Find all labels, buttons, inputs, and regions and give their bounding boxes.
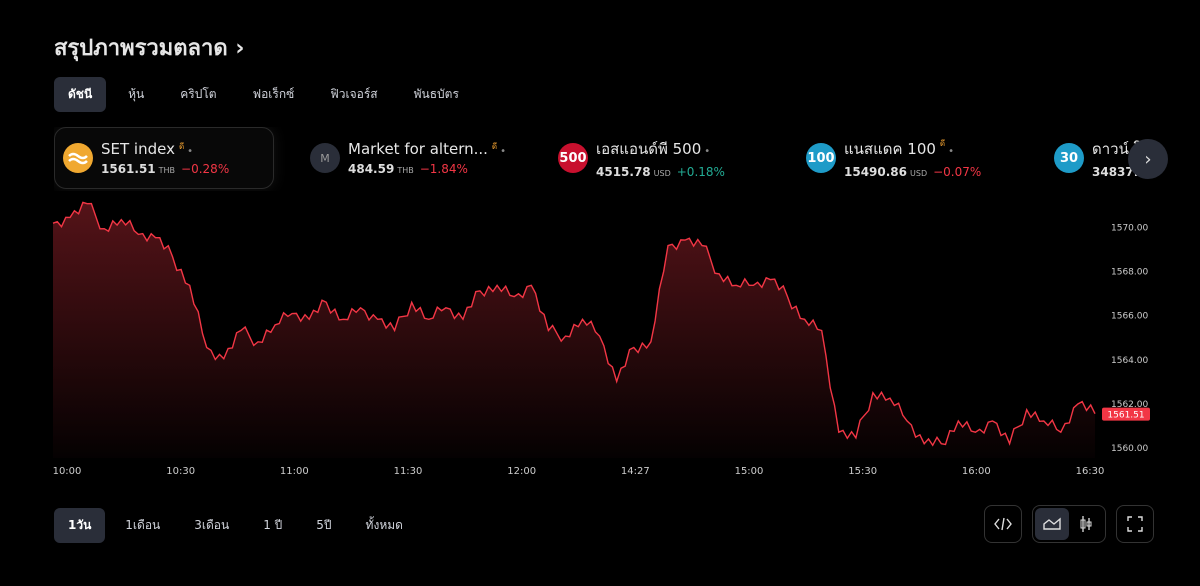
last-price-tag	[1102, 407, 1150, 421]
y-tick-label: 1570.00	[1111, 223, 1148, 233]
tab-5[interactable]: พันธบัตร	[413, 87, 459, 101]
delayed-badge: ดี	[491, 142, 498, 151]
index-card[interactable]: 100 แนสแดค 100 ดี• 15490.86 USD −0.07%	[798, 127, 1046, 189]
y-tick-label: 1560.00	[1111, 444, 1148, 454]
range-0[interactable]: 1วัน	[54, 508, 106, 543]
range-1[interactable]: 1เดือน	[125, 518, 161, 532]
range-5[interactable]: ทั้งหมด	[365, 518, 403, 532]
price-line	[52, 201, 1096, 447]
status-dot-icon: •	[500, 146, 507, 157]
fullscreen-button[interactable]	[1116, 505, 1154, 543]
change-percent: +0.18%	[676, 165, 725, 179]
change-percent: −0.28%	[181, 162, 230, 176]
index-card[interactable]: 500 เอสแอนด์พี 500 • 4515.78 USD +0.18%	[550, 127, 798, 189]
tab-2[interactable]: คริปโต	[180, 87, 217, 101]
change-percent: −0.07%	[933, 165, 982, 179]
delayed-badge: ดี	[939, 139, 946, 148]
x-tick-label: 15:00	[735, 466, 764, 477]
x-tick-label: 16:00	[962, 466, 991, 477]
range-3[interactable]: 1 ปี	[263, 518, 283, 532]
y-tick-label: 1568.00	[1111, 268, 1148, 278]
embed-button[interactable]	[984, 505, 1022, 543]
delayed-badge: ดี	[178, 142, 185, 151]
range-2[interactable]: 3เดือน	[194, 518, 230, 532]
index-logo: 30	[1054, 143, 1084, 173]
category-tabs: ดัชนี หุ้น คริปโต ฟอเร็กซ์ ฟิวเจอร์ส พันธบัตร	[54, 77, 481, 112]
index-value: 484.59	[348, 162, 395, 176]
status-dot-icon: •	[948, 146, 955, 157]
y-tick-label: 1562.00	[1111, 400, 1148, 410]
range-4[interactable]: 5ปี	[316, 518, 332, 532]
page-title[interactable]: สรุปภาพรวมตลาด ›	[54, 36, 245, 61]
currency: USD	[910, 169, 928, 178]
tab-1[interactable]: หุ้น	[128, 87, 145, 101]
y-tick-label: 1566.00	[1111, 312, 1148, 322]
range-tabs: 1วัน 1เดือน 3เดือน 1 ปี 5ปี ทั้งหมด	[54, 508, 423, 543]
index-name: แนสแดค 100	[844, 140, 936, 158]
index-card[interactable]: M Market for altern... ดี • 484.59 THB −1.84%	[302, 127, 550, 189]
index-logo	[63, 143, 93, 173]
x-tick-label: 12:00	[507, 466, 536, 477]
index-cards: SET index ดี • 1561.51 THB −0.28% M Market for …	[54, 127, 1144, 191]
index-value: 1561.51	[101, 162, 156, 176]
x-tick-label: 14:27	[621, 466, 650, 477]
line-chart-button[interactable]	[1035, 508, 1069, 540]
chevron-right-icon: ›	[235, 36, 245, 61]
next-button[interactable]: ›	[1128, 139, 1168, 179]
chevron-right-icon: ›	[1144, 148, 1152, 170]
area-chart-icon	[1043, 517, 1061, 530]
price-area	[53, 202, 1095, 458]
x-tick-label: 11:30	[394, 466, 423, 477]
x-tick-label: 10:00	[53, 466, 82, 477]
index-logo: 500	[558, 143, 588, 173]
price-chart[interactable]: 1570.00 1568.00 1566.00 1564.00 1562.00 1560.…	[0, 200, 1200, 480]
code-icon	[994, 517, 1012, 531]
chart-type-group	[1032, 505, 1106, 543]
x-tick-label: 15:30	[848, 466, 877, 477]
x-tick-label: 16:30	[1076, 466, 1105, 477]
x-tick-label: 10:30	[166, 466, 195, 477]
last-price-label: 1561.51	[1107, 411, 1144, 421]
tab-4[interactable]: ฟิวเจอร์ส	[330, 87, 378, 101]
index-name: SET index	[101, 140, 175, 158]
tab-0[interactable]: ดัชนี	[54, 77, 107, 112]
fullscreen-icon	[1127, 516, 1143, 532]
currency: USD	[653, 169, 671, 178]
index-value: 4515.78	[596, 165, 651, 179]
index-name: เอสแอนด์พี 500	[596, 140, 702, 158]
currency: THB	[158, 166, 176, 175]
x-tick-label: 11:00	[280, 466, 309, 477]
index-card[interactable]: SET index ดี • 1561.51 THB −0.28%	[54, 127, 274, 189]
index-logo: 100	[806, 143, 836, 173]
index-logo: M	[310, 143, 340, 173]
tab-3[interactable]: ฟอเร็กซ์	[252, 87, 295, 101]
candlestick-icon	[1080, 516, 1092, 532]
status-dot-icon: •	[704, 146, 711, 157]
change-percent: −1.84%	[419, 162, 468, 176]
index-name: Market for altern...	[348, 140, 488, 158]
currency: THB	[397, 166, 414, 175]
candle-chart-button[interactable]	[1069, 508, 1103, 540]
status-dot-icon: •	[187, 146, 194, 157]
y-tick-label: 1564.00	[1111, 356, 1148, 366]
index-value: 15490.86	[844, 165, 908, 179]
